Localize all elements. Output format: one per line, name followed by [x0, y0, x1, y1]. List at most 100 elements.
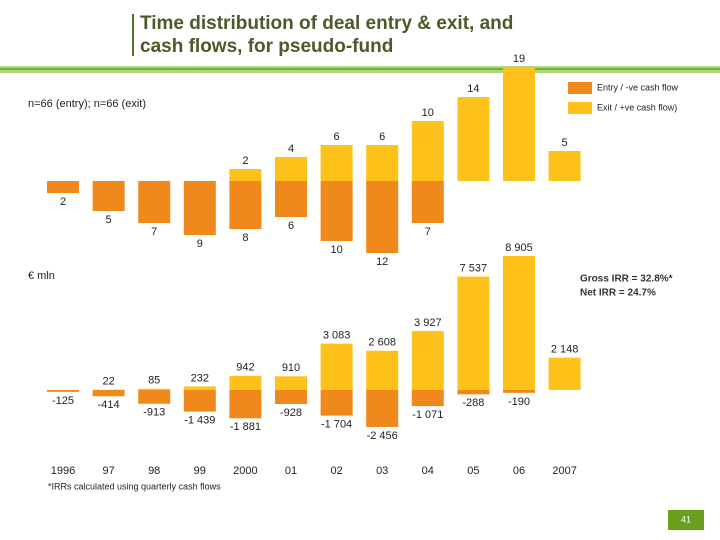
- bar: [275, 157, 307, 181]
- footnote: *IRRs calculated using quarterly cash fl…: [48, 481, 221, 491]
- value-label: -1 439: [184, 415, 215, 427]
- legend-label: Exit / +ve cash flow): [597, 102, 677, 112]
- value-label: -2 456: [367, 430, 398, 442]
- x-tick-label: 97: [102, 465, 114, 477]
- x-tick-label: 2000: [233, 465, 257, 477]
- bar: [366, 350, 399, 390]
- bar: [229, 375, 262, 390]
- value-label: 2: [242, 155, 248, 167]
- x-tick-label: 02: [330, 465, 342, 477]
- bar: [548, 151, 581, 181]
- bar: [229, 181, 262, 229]
- value-label: -928: [280, 407, 302, 419]
- value-label: 2 148: [551, 344, 579, 356]
- legend-swatch: [568, 82, 592, 94]
- x-tick-label: 04: [422, 465, 434, 477]
- x-tick-label: 2007: [552, 465, 576, 477]
- x-tick-label: 03: [376, 465, 388, 477]
- value-label: 6: [288, 220, 294, 232]
- bar: [47, 181, 79, 193]
- bar: [503, 390, 535, 393]
- value-label: 3 083: [323, 330, 351, 342]
- bar: [47, 390, 79, 392]
- x-tick-label: 98: [148, 465, 160, 477]
- value-label: -1 881: [230, 421, 261, 433]
- value-label: 6: [379, 131, 385, 143]
- value-label: 10: [330, 244, 342, 256]
- value-label: 12: [376, 256, 388, 268]
- value-label: 7: [425, 226, 431, 238]
- value-label: -913: [143, 407, 165, 419]
- bar: [457, 276, 490, 390]
- bar: [183, 181, 216, 235]
- bar: [229, 390, 262, 419]
- value-label: 5: [562, 137, 568, 149]
- bar: [275, 376, 307, 390]
- value-label: 8: [242, 232, 248, 244]
- value-label: 2 608: [368, 337, 396, 349]
- x-tick-label: 01: [285, 465, 297, 477]
- bar: [138, 181, 171, 223]
- value-label: -125: [52, 395, 74, 407]
- bar: [275, 181, 307, 217]
- irr-annotation: Gross IRR = 32.8%*: [580, 274, 673, 285]
- bar: [92, 181, 125, 211]
- value-label: 9: [197, 238, 203, 250]
- title-line: Time distribution of deal entry & exit, …: [140, 13, 513, 34]
- bar: [366, 145, 399, 181]
- bar: [183, 386, 216, 390]
- bar: [138, 388, 171, 390]
- bar: [320, 390, 353, 416]
- value-label: 19: [513, 53, 525, 65]
- value-label: -190: [508, 396, 530, 408]
- bar: [411, 330, 444, 390]
- value-label: 8 905: [505, 242, 533, 254]
- legend-swatch: [568, 102, 592, 114]
- subtitle: n=66 (entry); n=66 (exit): [28, 98, 146, 110]
- title-line: cash flows, for pseudo-fund: [140, 36, 393, 57]
- bar: [183, 390, 216, 412]
- irr-annotation: Net IRR = 24.7%: [580, 288, 656, 299]
- bar: [320, 181, 353, 241]
- value-label: -414: [98, 399, 120, 411]
- page-number: 41: [681, 514, 691, 524]
- value-label: 5: [106, 214, 112, 226]
- green-band-line: [0, 68, 720, 70]
- value-label: -288: [462, 397, 484, 409]
- x-tick-label: 05: [467, 465, 479, 477]
- value-label: 942: [236, 362, 254, 374]
- value-label: 4: [288, 143, 294, 155]
- bar: [229, 169, 262, 181]
- value-label: 22: [102, 376, 114, 388]
- bar: [92, 390, 125, 397]
- y-axis-label: € mln: [28, 270, 55, 282]
- value-label: 10: [422, 107, 434, 119]
- value-label: 14: [467, 83, 479, 95]
- value-label: 7 537: [460, 262, 488, 274]
- value-label: 7: [151, 226, 157, 238]
- x-tick-label: 1996: [51, 465, 75, 477]
- value-label: -1 071: [412, 409, 443, 421]
- x-tick-label: 99: [194, 465, 206, 477]
- bar: [457, 390, 490, 395]
- value-label: -1 704: [321, 419, 352, 431]
- bar: [275, 390, 307, 404]
- page-number-box: [668, 510, 704, 530]
- bar: [548, 357, 581, 390]
- bar: [503, 67, 535, 181]
- bar: [320, 145, 353, 181]
- bar: [411, 121, 444, 181]
- bar: [320, 343, 353, 390]
- x-tick-label: 06: [513, 465, 525, 477]
- bar: [411, 390, 444, 407]
- bar: [366, 390, 399, 427]
- bar: [503, 256, 535, 390]
- value-label: 6: [334, 131, 340, 143]
- bar: [366, 181, 399, 253]
- value-label: 3 927: [414, 317, 442, 329]
- value-label: 85: [148, 375, 160, 387]
- bar: [457, 97, 490, 181]
- value-label: 232: [191, 372, 209, 384]
- value-label: 910: [282, 362, 300, 374]
